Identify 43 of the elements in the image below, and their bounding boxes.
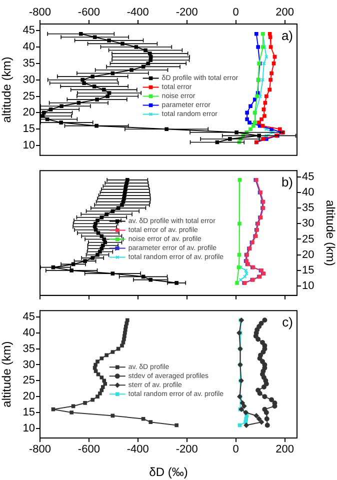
x-tick-label: -200	[176, 6, 198, 18]
y2-tick-label: 40	[302, 186, 314, 198]
annotation: c)	[282, 314, 293, 330]
y2-tick-label: 45	[302, 170, 314, 183]
y2-tick-label: 15	[302, 264, 314, 276]
y2-tick-label: 35	[302, 202, 314, 214]
y-tick-label: 25	[22, 90, 35, 102]
y-axis-title: altitude (km)	[0, 341, 14, 408]
y-tick-label: 35	[22, 57, 35, 70]
x-tick-label: 0	[232, 444, 239, 456]
y-tick-label: 10	[22, 422, 35, 434]
y-axis-title: altitude (km)	[0, 56, 14, 123]
x-tick-label: 200	[276, 444, 294, 456]
x-tick-label: -200	[176, 444, 198, 456]
x-tick-label: -800	[28, 444, 52, 456]
x-tick-label: 0	[232, 6, 239, 18]
y-tick-label: 15	[22, 406, 35, 419]
y-tick-label: 40	[22, 326, 35, 339]
x-tick-label: 200	[276, 6, 294, 18]
y-tick-label: 10	[22, 140, 35, 152]
x-tick-label: -600	[78, 6, 100, 18]
y-tick-label: 35	[22, 342, 35, 355]
x-axis-title: δD (‰)	[149, 465, 188, 480]
y2-tick-label: 30	[302, 218, 314, 230]
x-tick-label: -400	[126, 444, 149, 456]
y-tick-label: 40	[22, 41, 35, 54]
x-tick-label: -600	[78, 444, 100, 456]
y2-tick-label: 20	[302, 248, 314, 261]
y2-tick-label: 10	[302, 280, 314, 292]
y-tick-label: 25	[22, 374, 35, 387]
y-tick-label: 45	[22, 24, 35, 37]
x-tick-label: -400	[126, 6, 149, 18]
y-tick-label: 20	[22, 106, 35, 119]
y2-axis-title: altitude (km)	[323, 200, 337, 266]
annotation: a)	[281, 28, 293, 44]
y-tick-label: 15	[22, 123, 35, 136]
y-tick-label: 30	[22, 358, 35, 371]
x-tick-label: -800	[28, 6, 52, 18]
y-tick-label: 30	[22, 74, 35, 86]
annotation: b)	[281, 174, 293, 190]
y-tick-label: 45	[22, 311, 35, 323]
y-tick-label: 20	[22, 390, 35, 403]
y2-tick-label: 25	[302, 233, 314, 246]
